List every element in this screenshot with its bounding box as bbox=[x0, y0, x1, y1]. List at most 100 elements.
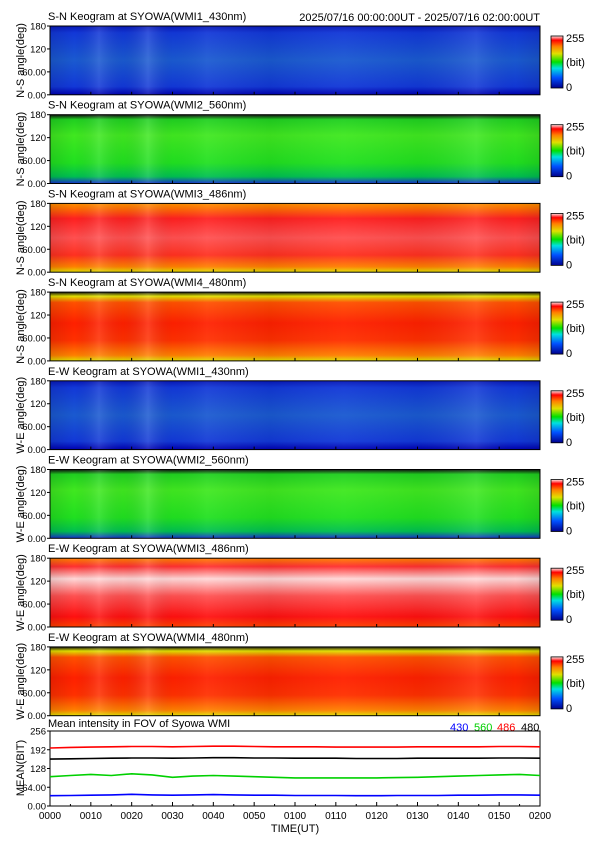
keogram-panels: S-N Keogram at SYOWA(WMI1_430nm)18012060… bbox=[15, 11, 585, 722]
colorbar-unit-label: (bit) bbox=[566, 589, 585, 601]
mean-xtick-label: 0100 bbox=[284, 811, 307, 822]
keogram-ytick-label: 120 bbox=[30, 44, 46, 55]
keogram-ytick-label: 0.00 bbox=[28, 711, 47, 722]
colorbar-min-label: 0 bbox=[566, 614, 572, 626]
mean-y-label: MEAN(BIT) bbox=[15, 740, 27, 796]
keogram-texture bbox=[50, 646, 540, 716]
keogram-texture bbox=[50, 114, 540, 184]
keogram-texture bbox=[50, 469, 540, 539]
keogram-ytick-label: 60.00 bbox=[22, 688, 46, 699]
keogram-ytick-label: 120 bbox=[30, 133, 46, 144]
keogram-ytick-label: 120 bbox=[30, 399, 46, 410]
colorbar bbox=[550, 656, 564, 710]
keogram-title: E-W Keogram at SYOWA(WMI4_480nm) bbox=[48, 632, 249, 644]
keogram-ytick-label: 0.00 bbox=[28, 90, 47, 101]
mean-xtick-label: 0030 bbox=[161, 811, 184, 822]
keogram-y-label: W-E angle(deg) bbox=[15, 643, 27, 720]
colorbar-max-label: 255 bbox=[566, 565, 584, 577]
mean-xtick-label: 0140 bbox=[447, 811, 470, 822]
mean-intensity-panel: Mean intensity in FOV of Syowa WMI 430 56… bbox=[15, 718, 552, 835]
keogram-panel: S-N Keogram at SYOWA(WMI2_560nm)180 120 60… bbox=[15, 100, 585, 190]
mean-xtick-label: 0200 bbox=[529, 811, 552, 822]
keogram-ytick-label: 120 bbox=[30, 577, 46, 588]
colorbar-min-label: 0 bbox=[566, 171, 572, 183]
keogram-ytick-label: 180 bbox=[30, 22, 46, 33]
colorbar-unit-label: (bit) bbox=[566, 501, 585, 513]
keogram-ytick-label: 180 bbox=[30, 376, 46, 387]
colorbar-max-label: 255 bbox=[566, 210, 584, 222]
keogram-frame bbox=[49, 291, 541, 362]
keogram-ytick-label: 180 bbox=[30, 288, 46, 299]
keogram-ytick-label: 60.00 bbox=[22, 333, 46, 344]
mean-xtick-label: 0020 bbox=[121, 811, 144, 822]
keogram-panel: S-N Keogram at SYOWA(WMI3_486nm)180 120 60… bbox=[15, 188, 585, 278]
keogram-texture bbox=[50, 380, 540, 450]
keogram-ytick-label: 180 bbox=[30, 642, 46, 653]
keogram-ytick-label: 120 bbox=[30, 311, 46, 322]
colorbar bbox=[550, 35, 564, 89]
keogram-title: E-W Keogram at SYOWA(WMI2_560nm) bbox=[48, 455, 249, 467]
keogram-title: S-N Keogram at SYOWA(WMI1_430nm) bbox=[48, 11, 246, 23]
keogram-y-label: W-E angle(deg) bbox=[15, 377, 27, 454]
colorbar bbox=[550, 212, 564, 266]
keogram-ytick-label: 0.00 bbox=[28, 623, 47, 634]
keogram-panel: S-N Keogram at SYOWA(WMI1_430nm)180 120 60… bbox=[15, 11, 585, 101]
series-line-430 bbox=[49, 793, 541, 797]
series-line-480 bbox=[49, 756, 541, 760]
keogram-title: E-W Keogram at SYOWA(WMI1_430nm) bbox=[48, 366, 249, 378]
keogram-panel: S-N Keogram at SYOWA(WMI4_480nm)180 120 60… bbox=[15, 277, 585, 367]
colorbar-min-label: 0 bbox=[566, 259, 572, 271]
keogram-ytick-label: 0.00 bbox=[28, 268, 47, 279]
mean-x-label: TIME(UT) bbox=[271, 823, 319, 835]
keogram-ytick-label: 180 bbox=[30, 199, 46, 210]
keogram-title: E-W Keogram at SYOWA(WMI3_486nm) bbox=[48, 543, 249, 555]
colorbar-max-label: 255 bbox=[566, 122, 584, 134]
keogram-ytick-label: 0.00 bbox=[28, 445, 47, 456]
mean-xtick-label: 0050 bbox=[243, 811, 266, 822]
keogram-y-label: W-E angle(deg) bbox=[15, 554, 27, 631]
colorbar-unit-label: (bit) bbox=[566, 678, 585, 690]
keogram-ytick-label: 60.00 bbox=[22, 600, 46, 611]
mean-xtick-label: 0040 bbox=[202, 811, 225, 822]
colorbar-unit-label: (bit) bbox=[566, 234, 585, 246]
keogram-ytick-label: 0.00 bbox=[28, 356, 47, 367]
keogram-texture bbox=[50, 292, 540, 361]
mean-ytick-label: 64.00 bbox=[22, 783, 46, 794]
keogram-ytick-label: 0.00 bbox=[28, 534, 47, 545]
mean-xtick-label: 0150 bbox=[488, 811, 511, 822]
mean-xtick-label: 0110 bbox=[325, 811, 347, 822]
colorbar-min-label: 0 bbox=[566, 348, 572, 360]
colorbar-min-label: 0 bbox=[566, 703, 572, 715]
colorbar-unit-label: (bit) bbox=[566, 412, 585, 424]
series-line-560 bbox=[49, 772, 541, 779]
keogram-y-label: N-S angle(deg) bbox=[15, 289, 27, 364]
keogram-panel: E-W Keogram at SYOWA(WMI4_480nm)180 120 60… bbox=[15, 632, 585, 722]
series-line-486 bbox=[49, 745, 541, 749]
keogram-ytick-label: 180 bbox=[30, 110, 46, 121]
mean-ytick-label: 256 bbox=[30, 727, 46, 738]
colorbar-max-label: 255 bbox=[566, 299, 584, 311]
colorbar-min-label: 0 bbox=[566, 437, 572, 449]
keogram-title: S-N Keogram at SYOWA(WMI2_560nm) bbox=[48, 100, 246, 112]
keogram-texture bbox=[50, 203, 540, 273]
mean-ytick-label: 0.00 bbox=[28, 802, 47, 813]
keogram-ytick-label: 180 bbox=[30, 465, 46, 476]
colorbar bbox=[550, 124, 564, 178]
colorbar-unit-label: (bit) bbox=[566, 323, 585, 335]
mean-xtick-label: 0010 bbox=[80, 811, 103, 822]
mean-xtick-label: 0000 bbox=[39, 811, 62, 822]
mean-xtick-label: 0120 bbox=[366, 811, 389, 822]
time-range-header: 2025/07/16 00:00:00UT - 2025/07/16 02:00… bbox=[299, 12, 540, 24]
keogram-y-label: N-S angle(deg) bbox=[15, 201, 27, 276]
keogram-panel: E-W Keogram at SYOWA(WMI2_560nm)180 120 60… bbox=[15, 455, 585, 545]
colorbar-max-label: 255 bbox=[566, 477, 584, 489]
keogram-ytick-label: 180 bbox=[30, 554, 46, 565]
keogram-ytick-label: 60.00 bbox=[22, 156, 46, 167]
keogram-y-label: N-S angle(deg) bbox=[15, 112, 27, 187]
keogram-title: S-N Keogram at SYOWA(WMI3_486nm) bbox=[48, 188, 246, 200]
colorbar-min-label: 0 bbox=[566, 526, 572, 538]
keogram-ytick-label: 60.00 bbox=[22, 511, 46, 522]
mean-ytick-label: 128 bbox=[30, 764, 46, 775]
